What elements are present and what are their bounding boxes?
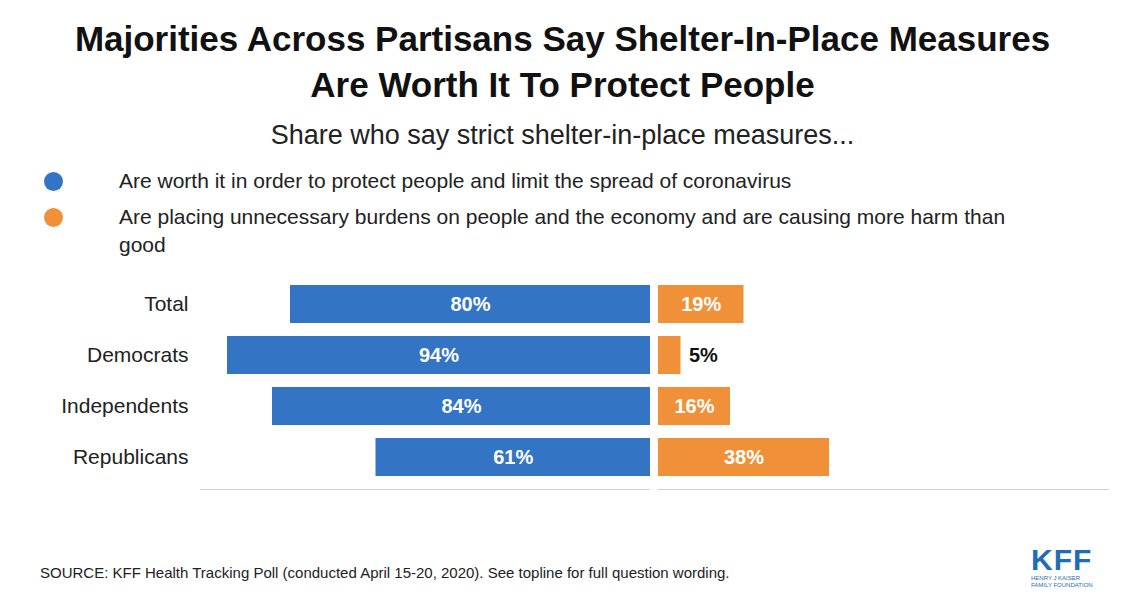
- svg-text:Independents: Independents: [61, 394, 188, 417]
- svg-text:Total: Total: [144, 292, 188, 315]
- svg-text:16%: 16%: [674, 395, 714, 417]
- svg-text:80%: 80%: [450, 293, 490, 315]
- svg-text:Republicans: Republicans: [73, 445, 189, 468]
- svg-text:94%: 94%: [419, 344, 459, 366]
- html-text:KFF: KFF: [1031, 543, 1093, 576]
- svg-text:19%: 19%: [681, 293, 721, 315]
- svg-text:61%: 61%: [493, 446, 533, 468]
- svg-text:Democrats: Democrats: [87, 343, 189, 366]
- html-text:Are worth it in order to prote: Are worth it in order to protect people …: [119, 169, 792, 192]
- svg-text:38%: 38%: [724, 446, 764, 468]
- html-text:Share who say strict shelter-i: Share who say strict shelter-in-place me…: [270, 120, 855, 150]
- html-text:SOURCE: KFF Health Tracking Po: SOURCE: KFF Health Tracking Poll (conduc…: [40, 564, 730, 581]
- html-text:HENRY J KAISER FAMILY FOUNDATI: HENRY J KAISER FAMILY FOUNDATION: [1031, 575, 1093, 588]
- html-text:Majorities Across Partisans Sa: Majorities Across Partisans Say Shelter-…: [74, 19, 1051, 104]
- svg-text:84%: 84%: [441, 395, 481, 417]
- svg-text:5%: 5%: [689, 344, 718, 366]
- html-text:Are placing unnecessary burden: Are placing unnecessary burdens on peopl…: [119, 205, 1006, 256]
